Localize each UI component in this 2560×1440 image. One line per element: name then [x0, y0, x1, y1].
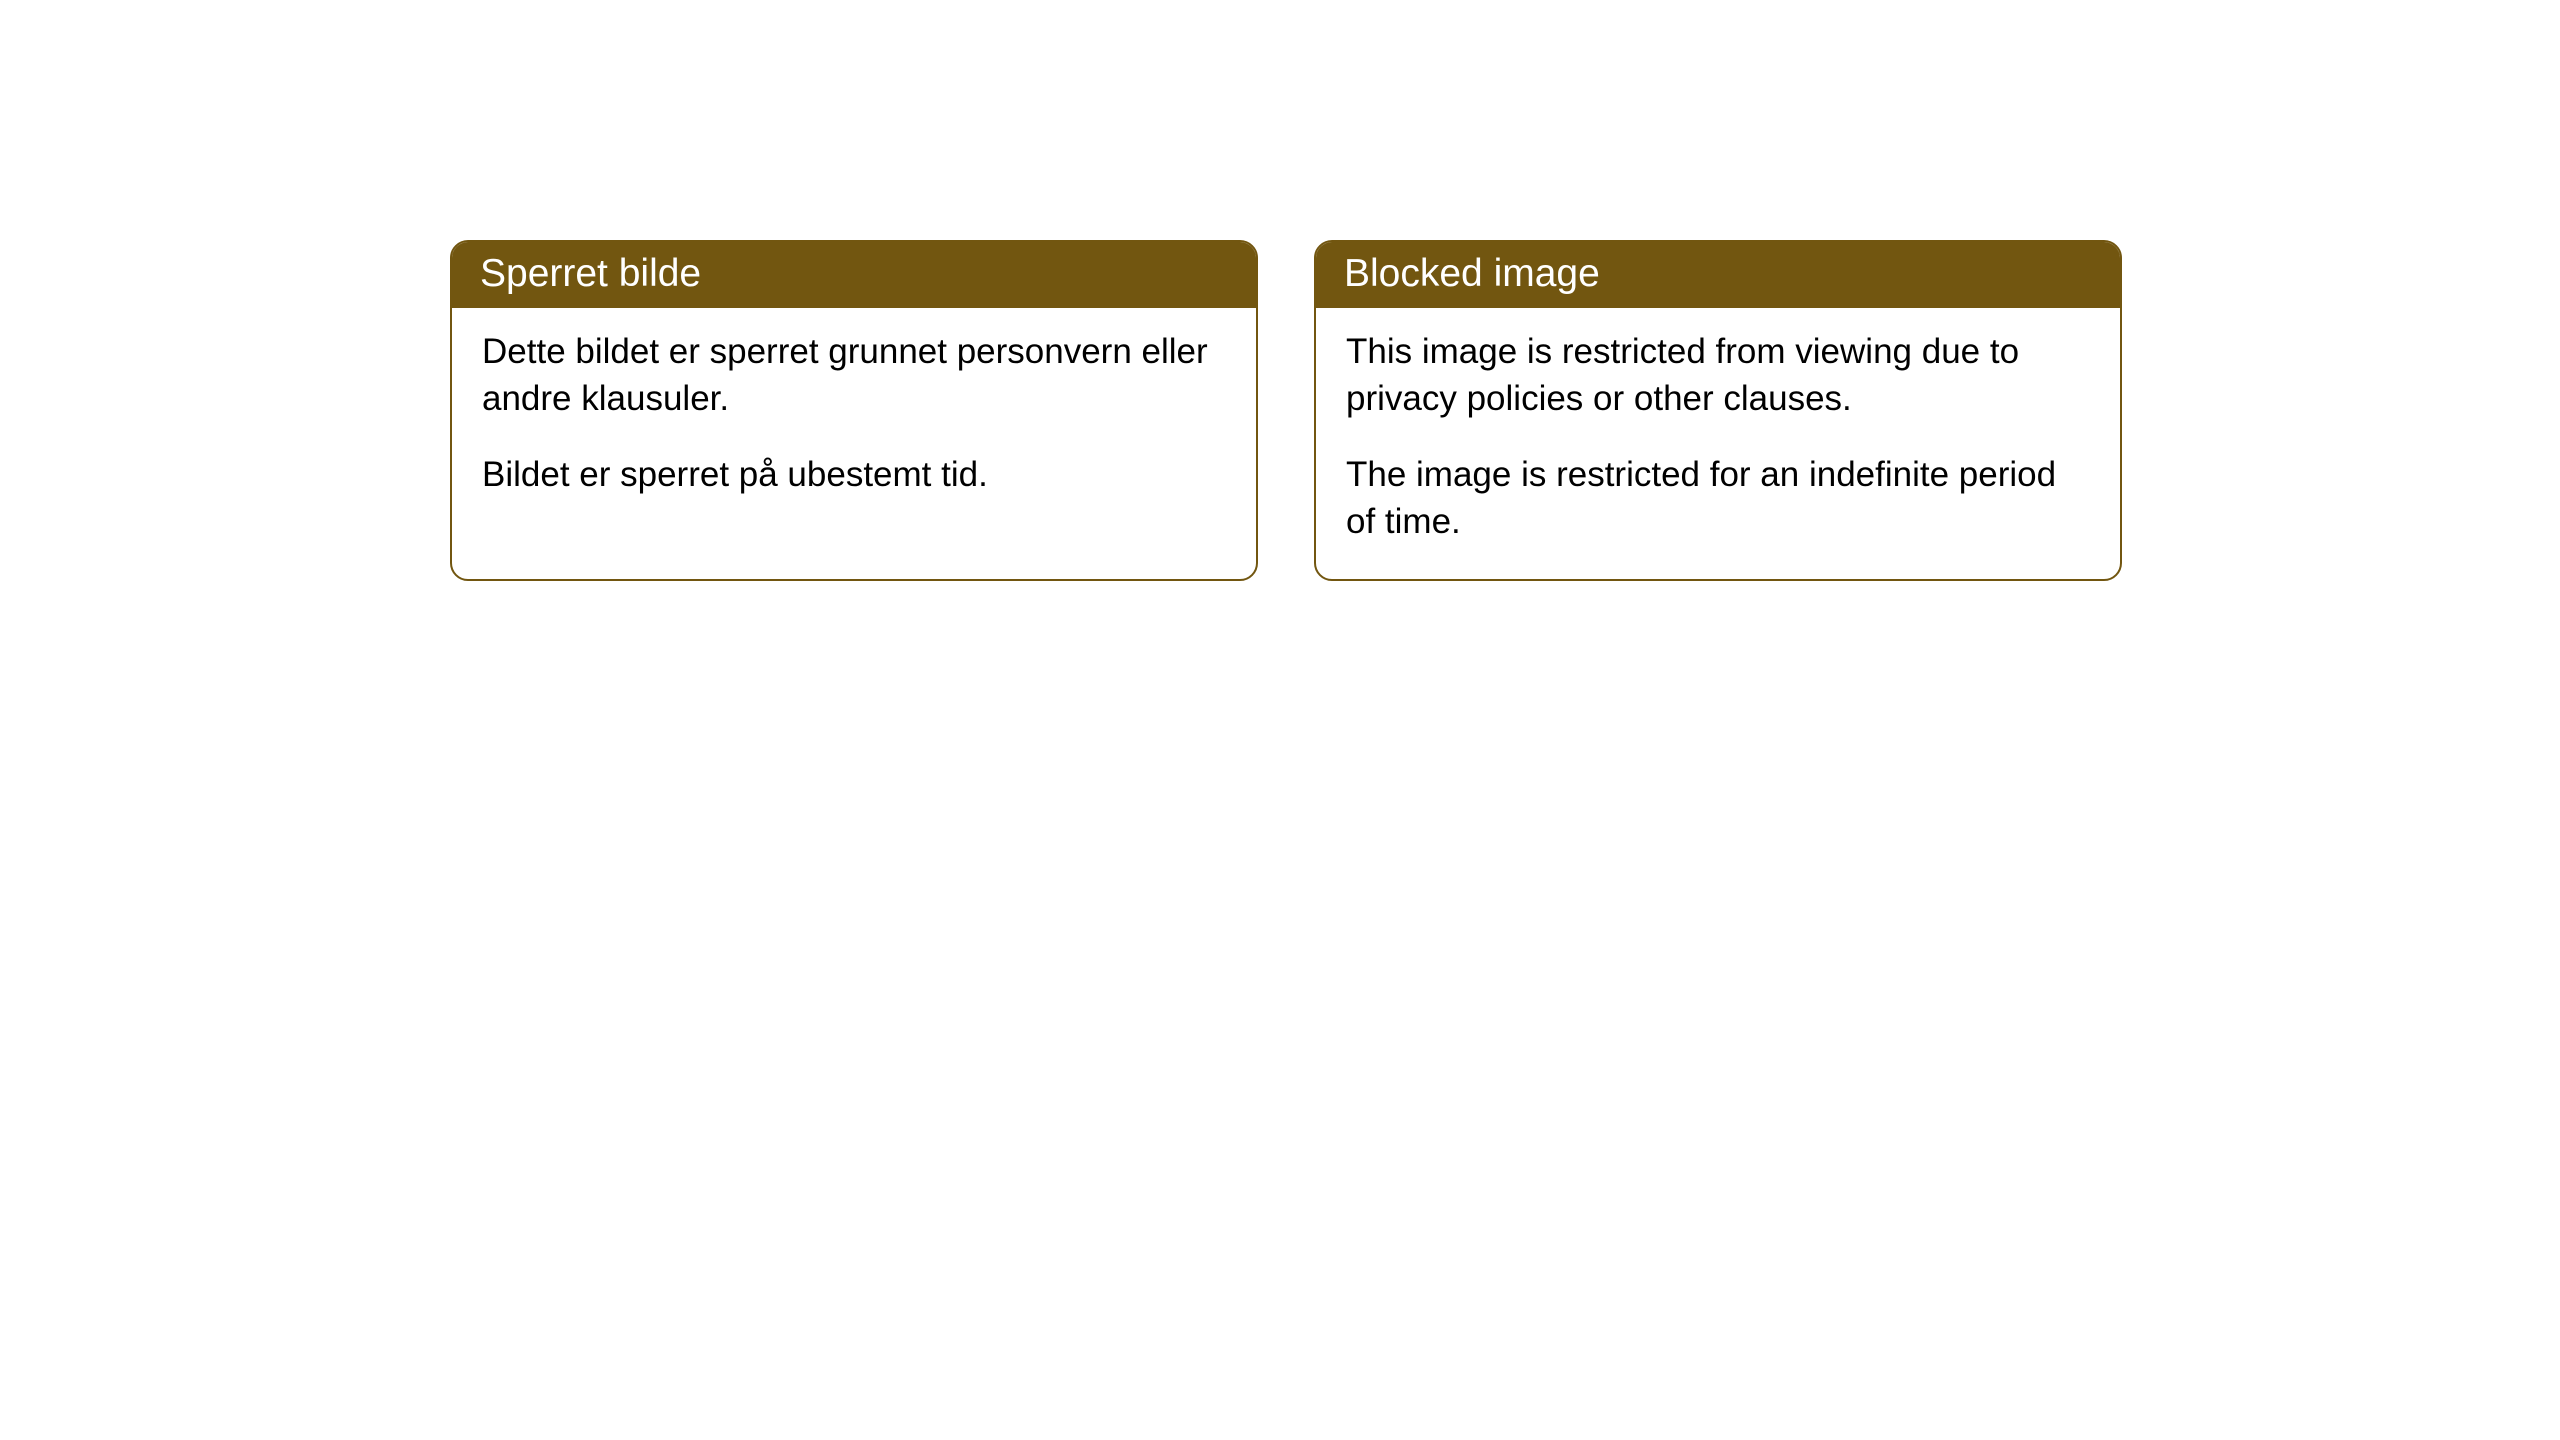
card-body: This image is restricted from viewing du… — [1316, 308, 2120, 579]
card-paragraph: The image is restricted for an indefinit… — [1346, 451, 2090, 546]
blocked-image-card-no: Sperret bilde Dette bildet er sperret gr… — [450, 240, 1258, 581]
card-header: Blocked image — [1316, 242, 2120, 308]
card-body: Dette bildet er sperret grunnet personve… — [452, 308, 1256, 532]
card-header: Sperret bilde — [452, 242, 1256, 308]
blocked-image-card-en: Blocked image This image is restricted f… — [1314, 240, 2122, 581]
cards-container: Sperret bilde Dette bildet er sperret gr… — [450, 240, 2122, 581]
card-paragraph: Dette bildet er sperret grunnet personve… — [482, 328, 1226, 423]
card-paragraph: Bildet er sperret på ubestemt tid. — [482, 451, 1226, 498]
card-paragraph: This image is restricted from viewing du… — [1346, 328, 2090, 423]
